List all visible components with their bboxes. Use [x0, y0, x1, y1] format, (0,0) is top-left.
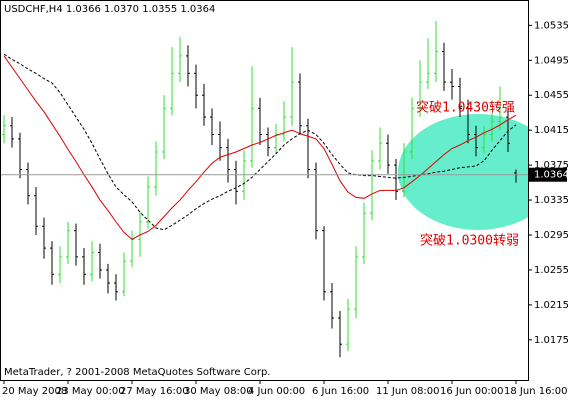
x-tick-label: 4 Jun 00:00: [248, 386, 305, 397]
plot-frame: [0, 0, 529, 381]
x-tick-label: 16 Jun 00:00: [440, 386, 504, 397]
y-tick-label: 1.0535: [534, 20, 568, 31]
x-tick-label: 6 Jun 16:00: [312, 386, 369, 397]
x-tick-label: 11 Jun 08:00: [376, 386, 440, 397]
x-tick-label: 30 May 08:00: [184, 386, 253, 397]
current-price-label: 1.0364: [534, 170, 568, 181]
highlight-zone: [398, 114, 528, 230]
moving-average: [3, 53, 517, 231]
y-tick-label: 1.0175: [534, 335, 568, 346]
y-tick-label: 1.0415: [534, 125, 568, 136]
x-tick-label: 27 May 16:00: [120, 386, 189, 397]
plot-area: [0, 20, 528, 358]
y-tick-label: 1.0215: [534, 300, 568, 311]
x-tick-label: 18 Jun 16:00: [504, 386, 568, 397]
y-tick-label: 1.0335: [534, 195, 568, 206]
x-tick-label: 20 May 2008: [2, 386, 67, 397]
y-tick-label: 1.0295: [534, 230, 568, 241]
y-tick-label: 1.0255: [534, 265, 568, 276]
annotation: 突破1.0430转强: [416, 100, 515, 116]
y-tick-label: 1.0495: [534, 55, 568, 66]
annotation: 突破1.0300转弱: [420, 233, 519, 249]
copyright: MetaTrader, ? 2001-2008 MetaQuotes Softw…: [4, 367, 270, 378]
y-tick-label: 1.0455: [534, 90, 568, 101]
x-tick-label: 23 May 00:00: [56, 386, 125, 397]
y-tick-label: 1.0375: [534, 160, 568, 171]
moving-average: [3, 55, 517, 240]
chart-title: USDCHF,H4 1.0366 1.0370 1.0355 1.0364: [4, 4, 215, 15]
current-price-box: [528, 167, 567, 182]
